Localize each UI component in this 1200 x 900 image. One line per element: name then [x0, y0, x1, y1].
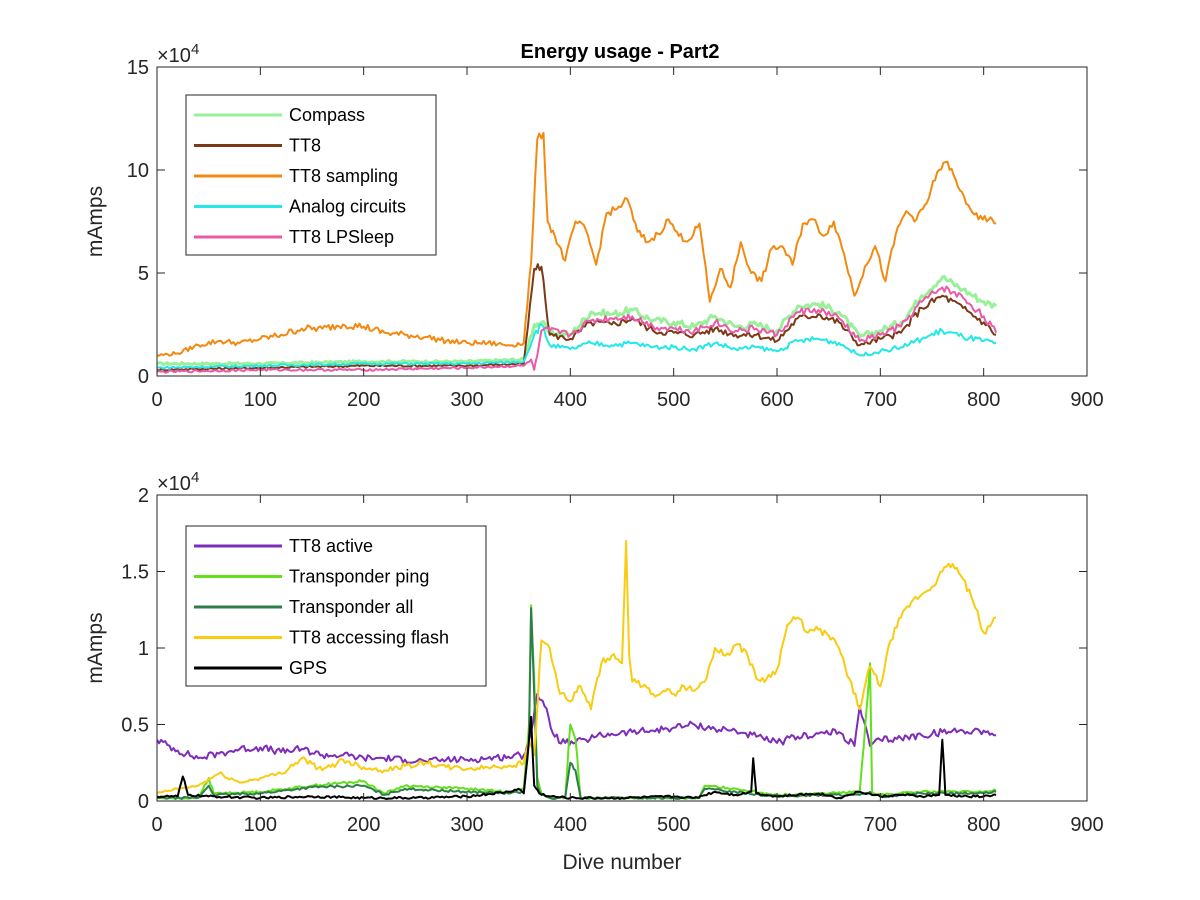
legend-label: TT8 LPSleep	[289, 227, 394, 247]
top-panel: 0 100 200 300 400 500 600 700 800 900 0 5 10 15 ×104 mA…	[84, 41, 1104, 411]
legend: TT8 active Transponder ping Transponder al…	[185, 525, 487, 687]
legend-label: GPS	[289, 658, 327, 678]
y-exponent-label: ×104	[157, 41, 199, 67]
y-tick-label: 5	[138, 263, 149, 285]
axes-box	[156, 66, 1088, 377]
chart-title: Energy usage - Part2	[521, 41, 720, 63]
x-tick-label: 400	[554, 814, 587, 836]
x-tick-label: 500	[657, 389, 690, 411]
series-group	[157, 539, 997, 800]
x-tick-label: 500	[657, 814, 690, 836]
x-tick-label: 600	[760, 389, 793, 411]
x-tick-label: 300	[450, 814, 483, 836]
y-tick-label: 1.5	[121, 562, 149, 584]
legend-label: TT8	[289, 136, 321, 156]
legend-label: TT8 sampling	[289, 166, 398, 186]
legend-label: Compass	[289, 105, 365, 125]
series-line-analog-circuits	[157, 323, 997, 370]
series-line-tt8-sampling	[157, 131, 997, 357]
legend-label: Transponder ping	[289, 567, 429, 587]
x-tick-label: 200	[347, 814, 380, 836]
legend-label: Transponder all	[289, 597, 413, 617]
x-tick-label: 900	[1070, 389, 1103, 411]
x-tick-label: 0	[151, 814, 162, 836]
y-axis-label: mAmps	[84, 186, 107, 257]
legend-label: Analog circuits	[289, 197, 406, 217]
x-tick-label: 600	[760, 814, 793, 836]
x-tick-label: 800	[967, 814, 1000, 836]
x-tick-label: 0	[151, 389, 162, 411]
y-tick-label: 2	[138, 485, 149, 507]
series-line-tt8-lpsleep	[157, 285, 998, 374]
y-tick-label: 1	[138, 638, 149, 660]
x-tick-label: 100	[244, 389, 277, 411]
series-line-compass	[157, 274, 998, 367]
x-axis-label: Dive number	[562, 851, 681, 874]
bottom-panel: 0 100 200 300 400 500 600 700 800 900 0 0.5 1 1.5 2 ×10…	[84, 469, 1104, 874]
x-tick-label: 900	[1070, 814, 1103, 836]
y-tick-label: 15	[127, 57, 149, 79]
series-line-transponder-ping	[157, 604, 997, 800]
x-tick-label: 400	[554, 389, 587, 411]
y-exponent-label: ×104	[157, 469, 199, 495]
y-tick-label: 10	[127, 160, 149, 182]
x-tick-label: 100	[244, 814, 277, 836]
y-tick-label: 0	[138, 366, 149, 388]
x-tick-label: 200	[347, 389, 380, 411]
series-line-tt8-accessing-flash	[157, 539, 997, 795]
y-tick-label: 0	[138, 791, 149, 813]
x-tick-label: 800	[967, 389, 1000, 411]
legend-label: TT8 accessing flash	[289, 628, 449, 648]
x-tick-label: 700	[864, 814, 897, 836]
y-axis-label: mAmps	[84, 612, 107, 683]
x-tick-label: 300	[450, 389, 483, 411]
legend-label: TT8 active	[289, 536, 373, 556]
series-group	[157, 131, 998, 374]
y-tick-label: 0.5	[121, 715, 149, 737]
legend: Compass TT8 TT8 sampling Analog circuits TT8…	[185, 94, 437, 256]
series-line-gps	[157, 715, 997, 800]
x-tick-label: 700	[864, 389, 897, 411]
